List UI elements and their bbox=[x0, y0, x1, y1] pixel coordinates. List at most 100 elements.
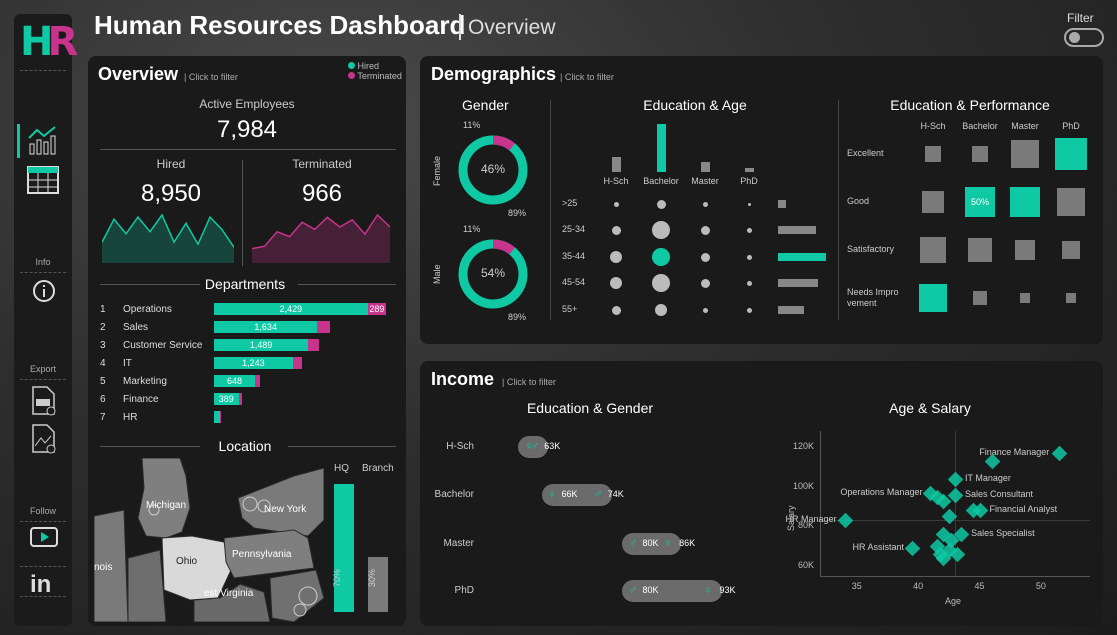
branch-label: Branch bbox=[362, 463, 394, 474]
dept-hired-bar[interactable]: 2,429 bbox=[214, 303, 368, 315]
gender-title: Gender bbox=[462, 97, 509, 113]
demographics-hint[interactable]: | Click to filter bbox=[560, 72, 614, 82]
age-bar[interactable] bbox=[778, 253, 826, 261]
export-image-icon[interactable] bbox=[31, 424, 57, 454]
dept-hired-bar[interactable]: 1,243 bbox=[214, 357, 293, 369]
salary-point[interactable] bbox=[837, 513, 853, 529]
dept-terminated-bar[interactable] bbox=[255, 375, 260, 387]
perf-square[interactable] bbox=[1010, 187, 1040, 217]
hq-bar[interactable] bbox=[334, 484, 354, 612]
age-edu-dot[interactable] bbox=[700, 252, 710, 262]
perf-square[interactable] bbox=[1062, 241, 1080, 259]
perf-square[interactable] bbox=[925, 146, 941, 162]
salary-point[interactable] bbox=[947, 471, 964, 487]
perf-square[interactable] bbox=[968, 238, 992, 262]
perf-square[interactable] bbox=[922, 191, 944, 213]
age-edu-dot[interactable] bbox=[656, 199, 666, 209]
dept-terminated-bar[interactable] bbox=[238, 393, 242, 405]
dashboard-chart-icon[interactable] bbox=[27, 124, 59, 156]
age-bar[interactable] bbox=[778, 279, 818, 287]
dept-terminated-bar[interactable] bbox=[317, 321, 330, 333]
age-edu-dot[interactable] bbox=[702, 201, 708, 207]
age-edu-dot[interactable] bbox=[747, 202, 751, 206]
dept-hired-bar[interactable] bbox=[214, 411, 221, 423]
dept-hired-bar[interactable]: 648 bbox=[214, 375, 255, 387]
perf-square[interactable] bbox=[1057, 188, 1085, 216]
salary-point[interactable] bbox=[1052, 445, 1068, 462]
perf-square[interactable] bbox=[1011, 140, 1039, 168]
youtube-icon[interactable] bbox=[30, 526, 58, 548]
svg-text:Michigan: Michigan bbox=[146, 500, 186, 511]
edu-bar[interactable] bbox=[701, 162, 710, 172]
age-edu-dot[interactable] bbox=[655, 304, 667, 316]
edu-perf-chart[interactable]: H-Sch Bachelor Master PhD Excellent Good 50% Sa… bbox=[844, 116, 1100, 326]
table-view-icon[interactable] bbox=[27, 166, 59, 194]
income-range-pill[interactable] bbox=[518, 436, 549, 458]
age-bar[interactable] bbox=[778, 306, 804, 314]
perf-square[interactable] bbox=[1020, 293, 1030, 303]
ohio-shape[interactable] bbox=[161, 535, 233, 601]
info-icon[interactable] bbox=[32, 279, 56, 303]
male-icon: ♂ bbox=[628, 536, 638, 550]
male-donut[interactable] bbox=[455, 236, 531, 312]
male-icon: ♂ bbox=[593, 487, 603, 501]
perf-square[interactable] bbox=[1015, 240, 1035, 260]
age-bar[interactable] bbox=[778, 226, 816, 234]
income-range-pill[interactable] bbox=[622, 580, 722, 602]
branch-bar[interactable] bbox=[368, 557, 388, 612]
age-edu-dot[interactable] bbox=[610, 251, 622, 263]
age-salary-chart[interactable]: 120K 100K 80K 60K 35 40 45 50 Age Salary Finance M… bbox=[760, 421, 1100, 621]
edu-bar[interactable] bbox=[612, 157, 621, 172]
age-edu-dot[interactable] bbox=[746, 254, 752, 260]
dept-terminated-bar[interactable] bbox=[220, 411, 222, 423]
age-edu-dot[interactable] bbox=[700, 278, 710, 288]
overview-hint[interactable]: | Click to filter bbox=[184, 72, 238, 82]
newyork-shape[interactable] bbox=[237, 467, 324, 537]
age-edu-dot[interactable] bbox=[613, 201, 619, 207]
age-edu-dot[interactable] bbox=[652, 248, 670, 266]
salary-point[interactable] bbox=[904, 540, 921, 557]
perf-square[interactable] bbox=[973, 291, 987, 305]
perf-edu-label: Bachelor bbox=[962, 121, 998, 131]
penn-shape[interactable] bbox=[223, 529, 315, 579]
dept-terminated-bar[interactable] bbox=[367, 303, 386, 315]
age-edu-dot[interactable] bbox=[611, 305, 621, 315]
follow-label: Follow bbox=[29, 506, 56, 516]
edu-bar[interactable] bbox=[657, 124, 666, 172]
rating-label: Satisfactory bbox=[847, 244, 895, 254]
age-edu-dot[interactable] bbox=[652, 274, 670, 292]
edu-age-chart[interactable]: H-Sch Bachelor Master PhD >25 25-34 35-44 45-54… bbox=[554, 116, 834, 326]
age-edu-dot[interactable] bbox=[746, 227, 752, 233]
dept-hired-bar[interactable]: 1,489 bbox=[214, 339, 309, 351]
age-edu-dot[interactable] bbox=[611, 225, 621, 235]
export-pdf-icon[interactable] bbox=[31, 386, 57, 416]
perf-square[interactable] bbox=[1055, 138, 1087, 170]
age-edu-dot[interactable] bbox=[702, 307, 708, 313]
female-donut[interactable] bbox=[455, 132, 531, 208]
location-map[interactable]: Michigan New York Ohio Pennsylvania est … bbox=[94, 458, 324, 622]
income-range-pill[interactable] bbox=[622, 533, 682, 555]
edu-gender-chart[interactable]: H-Sch ♀ ♂ 63K Bachelor ♀ ♂ 66K 74K Master ♀ ♂ 86K 80K… bbox=[420, 421, 770, 621]
svg-text:est Virginia: est Virginia bbox=[204, 588, 254, 599]
perf-square[interactable] bbox=[972, 146, 988, 162]
age-edu-dot[interactable] bbox=[652, 221, 670, 239]
perf-square[interactable] bbox=[920, 237, 946, 263]
filter-toggle[interactable] bbox=[1064, 28, 1104, 47]
dept-hired-bar[interactable]: 1,634 bbox=[214, 321, 318, 333]
age-bar[interactable] bbox=[778, 200, 786, 208]
perf-square[interactable] bbox=[1066, 293, 1076, 303]
dept-terminated-bar[interactable] bbox=[292, 357, 303, 369]
income-range-pill[interactable] bbox=[541, 484, 612, 506]
age-edu-dot[interactable] bbox=[700, 225, 710, 235]
dept-hired-bar[interactable]: 389 bbox=[214, 393, 239, 405]
age-edu-dot[interactable] bbox=[610, 277, 622, 289]
age-edu-dot[interactable] bbox=[746, 307, 752, 313]
michigan-shape[interactable] bbox=[137, 458, 191, 539]
perf-square[interactable]: 50% bbox=[965, 187, 995, 217]
age-edu-dot[interactable] bbox=[746, 280, 752, 286]
linkedin-icon[interactable]: in bbox=[30, 571, 52, 598]
income-hint[interactable]: | Click to filter bbox=[502, 377, 556, 387]
perf-square[interactable] bbox=[919, 284, 947, 312]
edu-bar[interactable] bbox=[745, 168, 754, 172]
dept-terminated-bar[interactable] bbox=[308, 339, 320, 351]
